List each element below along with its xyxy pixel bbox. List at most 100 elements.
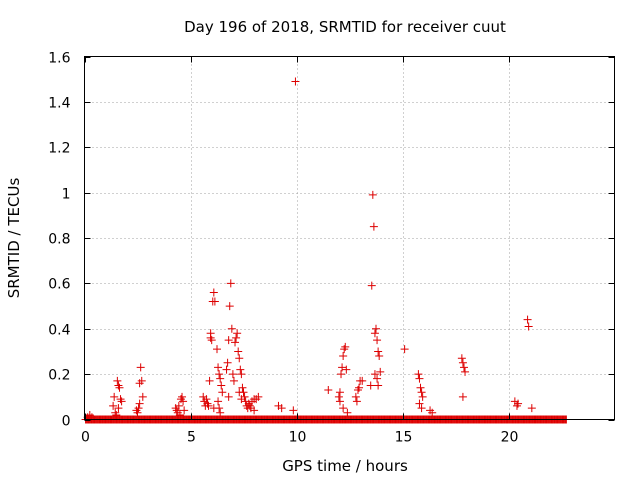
- axis-ticks: [84, 56, 615, 421]
- y-tick-labels: 0 0.2 0.4 0.6 0.8 1 1.2 1.4 1.6: [48, 51, 70, 430]
- data-point: [117, 397, 126, 406]
- data-point: [458, 392, 467, 401]
- chart-title: Day 196 of 2018, SRMTID for receiver cuu…: [184, 18, 506, 36]
- y-tick-label: 0.4: [48, 323, 70, 339]
- data-point: [415, 399, 424, 408]
- x-tick-label: 5: [187, 430, 196, 446]
- data-point: [234, 347, 243, 356]
- data-point: [228, 370, 237, 379]
- y-tick-label: 1: [62, 187, 71, 203]
- data-point: [233, 329, 242, 338]
- data-point: [215, 404, 224, 413]
- data-point: [173, 408, 182, 417]
- data-point: [459, 363, 468, 372]
- x-axis-title: GPS time / hours: [282, 457, 408, 475]
- data-point: [114, 404, 123, 413]
- data-point: [178, 392, 187, 401]
- data-point: [461, 367, 470, 376]
- data-point: [207, 336, 216, 345]
- grid-lines: [84, 56, 615, 420]
- data-point: [523, 315, 532, 324]
- data-point: [174, 401, 183, 410]
- data-point: [110, 392, 119, 401]
- data-point: [277, 404, 286, 413]
- data-point: [202, 395, 211, 404]
- data-point: [231, 338, 240, 347]
- data-point: [341, 342, 350, 351]
- data-point: [324, 386, 333, 395]
- data-point: [223, 358, 232, 367]
- data-point: [358, 376, 367, 385]
- data-point: [137, 376, 146, 385]
- x-tick-labels: 0 5 10 15 20: [81, 430, 518, 446]
- data-point: [215, 370, 224, 379]
- y-tick-label: 0.8: [48, 232, 70, 248]
- data-point: [252, 395, 261, 404]
- data-point: [373, 336, 382, 345]
- data-point: [138, 392, 147, 401]
- data-point: [235, 388, 244, 397]
- data-point: [417, 404, 426, 413]
- data-point: [216, 408, 225, 417]
- data-point: [205, 376, 214, 385]
- data-point: [374, 381, 383, 390]
- data-point: [428, 408, 437, 417]
- data-point: [134, 404, 143, 413]
- data-point: [340, 345, 349, 354]
- data-point: [351, 392, 360, 401]
- data-point: [416, 383, 425, 392]
- x-tick-label: 20: [501, 430, 519, 446]
- data-point: [218, 388, 227, 397]
- data-point: [109, 401, 118, 410]
- data-point: [135, 399, 144, 408]
- data-point: [235, 354, 244, 363]
- data-point: [353, 386, 362, 395]
- data-point: [225, 302, 234, 311]
- data-point: [352, 397, 361, 406]
- data-point: [527, 404, 536, 413]
- data-point: [133, 408, 142, 417]
- data-point: [132, 406, 141, 415]
- data-point: [370, 329, 379, 338]
- data-point: [376, 367, 385, 376]
- data-point: [180, 406, 189, 415]
- data-point: [176, 395, 185, 404]
- data-point: [512, 401, 521, 410]
- x-tick-label: 0: [81, 430, 90, 446]
- y-tick-label: 1.2: [48, 141, 70, 157]
- x-tick-label: 10: [289, 430, 307, 446]
- data-point: [238, 383, 247, 392]
- data-point: [112, 410, 121, 419]
- data-point: [374, 347, 383, 356]
- data-point: [224, 392, 233, 401]
- data-point: [114, 381, 123, 390]
- data-point: [414, 370, 423, 379]
- data-points: [81, 77, 571, 424]
- data-point: [214, 363, 223, 372]
- data-point: [250, 406, 259, 415]
- y-tick-label: 0.6: [48, 277, 70, 293]
- data-point: [339, 404, 348, 413]
- data-point: [334, 392, 343, 401]
- data-point: [113, 376, 122, 385]
- data-point: [226, 279, 235, 288]
- data-point: [216, 374, 225, 383]
- y-tick-label: 1.4: [48, 96, 70, 112]
- data-point: [370, 370, 379, 379]
- data-point: [175, 410, 184, 419]
- data-point: [457, 354, 466, 363]
- data-point: [237, 395, 246, 404]
- data-point: [206, 333, 215, 342]
- data-point: [289, 406, 298, 415]
- y-tick-label: 0: [62, 414, 71, 430]
- data-point: [204, 401, 213, 410]
- data-point: [227, 324, 236, 333]
- data-point: [372, 324, 380, 333]
- y-tick-label: 0.2: [48, 368, 70, 384]
- data-point: [367, 281, 376, 290]
- data-point: [179, 397, 188, 406]
- data-point: [400, 345, 409, 354]
- data-point: [415, 374, 424, 383]
- data-point: [115, 383, 124, 392]
- data-point: [229, 376, 238, 385]
